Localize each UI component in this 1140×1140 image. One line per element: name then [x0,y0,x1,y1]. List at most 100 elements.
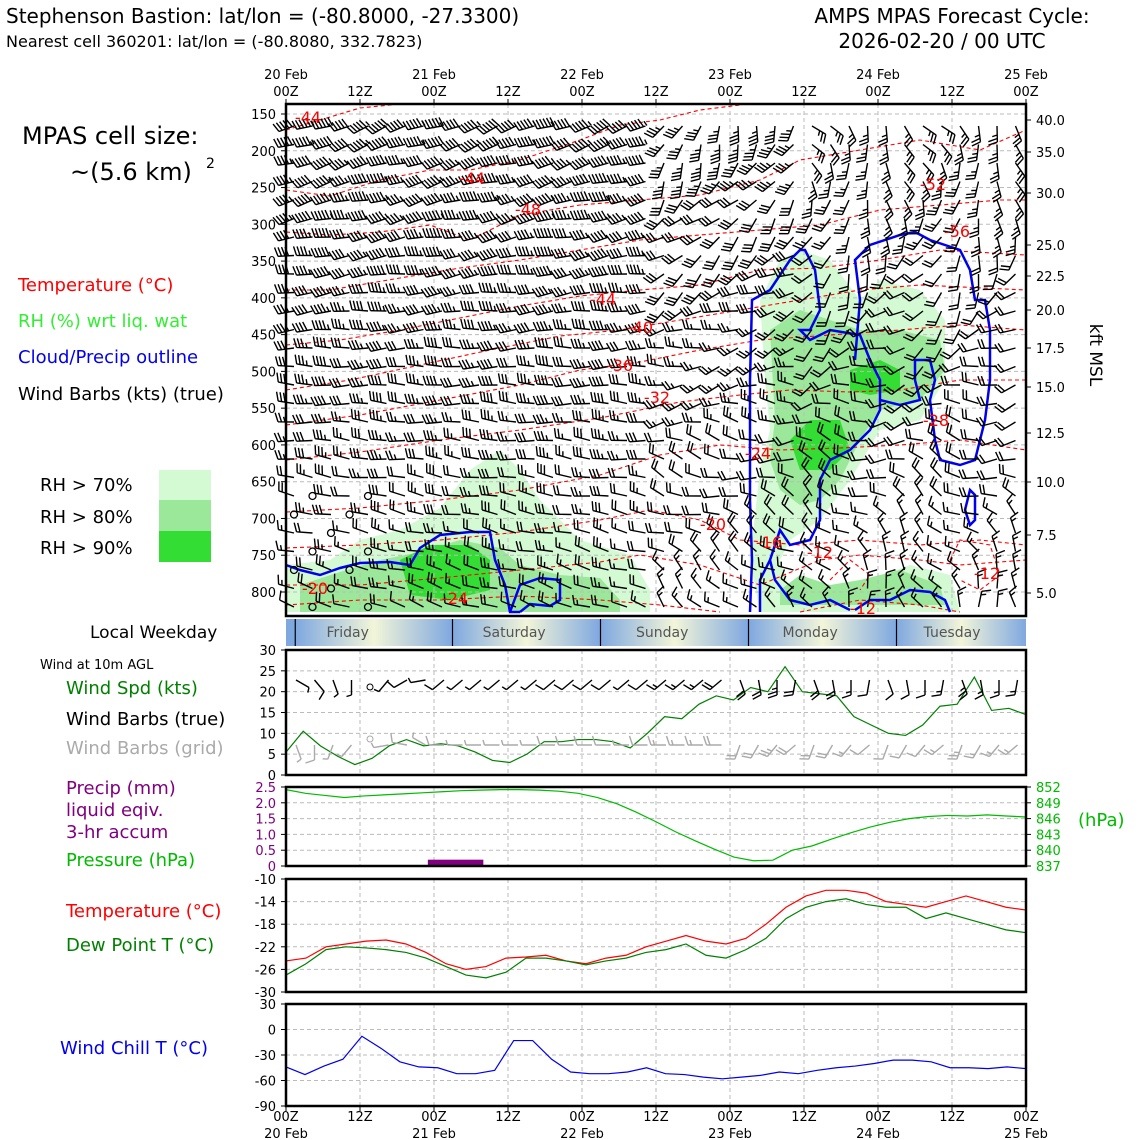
wind-barb-861 [862,548,872,571]
chill-ytick-label-1: -60 [255,1075,276,1090]
wind-barb-272 [457,156,480,170]
wind-barb-1006 [970,255,981,277]
wind-barb-124 [350,408,369,423]
wind-barb-196 [403,246,424,257]
wind-barb-460 [586,136,611,153]
wind-barb-870 [880,236,891,259]
wind-barb-755 [786,585,795,608]
wind-barb-802 [817,457,831,479]
wind-barb-646 [705,570,720,590]
wind-barb-grid-34 [906,744,926,758]
wind-barb-826 [834,405,850,423]
wind-barb-758 [811,162,823,184]
wind-barb-915 [899,548,909,571]
wind-barb-2 [273,154,295,166]
wind-barb-660 [716,347,739,357]
wind-barb-54 [310,117,334,130]
wind-barb-1041 [976,396,998,407]
wind-barb-998 [956,586,967,608]
wind-barb-773 [795,426,813,442]
wind-barb-260 [443,427,461,442]
wind-barb-18 [274,449,295,460]
wind-barb-631 [699,302,720,314]
wind-ytick-label-2: 10 [259,727,276,742]
wind-barb-857 [847,487,868,498]
wind-barb-563 [647,537,665,553]
wind-barb-427 [552,521,572,534]
wind-barb-954 [924,292,943,308]
wind-barb-622 [710,144,721,165]
wind-barb-346 [499,518,517,534]
wind-barb-1040 [977,375,998,386]
wind-barb-472 [587,358,609,371]
wind-barb-935 [904,428,924,442]
dewpoint-line [285,898,1027,979]
wind-barb-806 [814,535,831,553]
wind-barb-481 [592,517,609,534]
wind-barb-402 [537,555,554,571]
wind-barb-grid-38 [980,744,1000,758]
wind-barb-686 [734,327,757,338]
wind-barb-650 [721,162,739,178]
wind-barb-247 [439,192,461,204]
wind-barb-38 [291,321,313,333]
wind-barb-538 [629,574,646,590]
wind-barb-958 [921,366,943,379]
wind-barb-482 [592,536,609,553]
wind-ytick-label-0: 0 [268,769,276,784]
wind-barb-539 [630,590,646,608]
legend-wind-spd: Wind Spd (kts) [66,678,198,699]
wind-barb-877 [865,358,887,368]
wind-barb-436 [569,191,591,203]
wind-barb-239 [424,539,443,553]
wind-barb-635 [698,384,720,395]
legend-rh80: RH > 80% [40,507,133,528]
wind-barb-grid-17 [591,735,611,746]
wind-barb-441 [569,284,591,296]
wind-barb-413 [550,267,572,280]
wind-barb-971 [931,585,943,608]
wind-barb-421 [551,412,572,423]
wind-barb-403 [538,571,554,590]
wind-barb-29 [291,155,313,168]
wind-barb-503 [607,430,628,442]
wind-barb-283 [458,359,480,370]
legend-temperature: Temperature (°C) [17,275,173,296]
wind-barb-297 [476,118,500,135]
wind-barb-555 [642,399,665,410]
legend-precip-3: 3-hr accum [66,822,168,843]
calm-circle-53 [308,602,317,612]
wind-barb-167 [383,212,406,226]
wind-barb-783 [830,125,844,145]
wind-barb-860 [857,530,869,552]
wind-barb-638 [705,422,720,442]
temp-ytick-label-0: -30 [255,986,276,1001]
wind-barb-518 [623,211,646,226]
wind-barb-730 [773,143,794,157]
wind-barb-426 [552,504,572,516]
bottom-hour-6: 00Z [717,1110,743,1125]
wind-barb-91 [329,301,350,312]
wind-barb-689 [736,377,757,388]
wind-barb-809 [822,585,832,608]
wind-barb-928 [902,310,924,322]
wind-barb-434 [568,156,591,171]
wind-barb-224 [421,265,443,278]
wind-barb-1011 [957,342,979,353]
wind-barb-834 [837,549,850,571]
wind-speed-line [285,665,1027,766]
wind-barb-200 [402,321,424,334]
wind-barb-337 [496,357,517,368]
wind-barb-401 [534,539,554,553]
wind-barb-1000 [967,144,980,163]
wind-barb-295 [461,575,480,590]
wind-barb-341 [496,431,517,442]
wind-barb-810 [847,125,857,148]
wind-barb-10m-35 [931,679,945,697]
wind-barb-490 [605,192,628,205]
wind-barb-256 [440,357,461,368]
wind-barb-793 [815,310,832,327]
temp-label-11: -20 [700,515,726,534]
wind-barb-366 [515,392,535,405]
wind-barb-576 [663,292,684,307]
